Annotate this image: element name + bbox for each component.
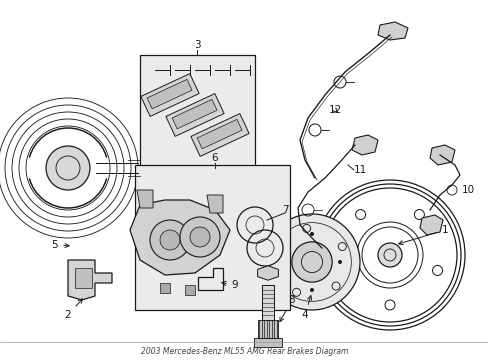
Text: 8: 8 <box>279 295 295 321</box>
Text: 6: 6 <box>211 153 218 163</box>
Text: 5: 5 <box>52 240 69 250</box>
Circle shape <box>150 220 190 260</box>
Text: 10: 10 <box>461 185 473 195</box>
FancyBboxPatch shape <box>140 55 254 175</box>
FancyBboxPatch shape <box>190 114 248 156</box>
Text: 9: 9 <box>222 280 238 290</box>
Polygon shape <box>160 283 170 293</box>
FancyBboxPatch shape <box>165 94 224 136</box>
Circle shape <box>264 214 359 310</box>
Text: 7: 7 <box>281 205 288 215</box>
FancyBboxPatch shape <box>141 73 199 116</box>
Circle shape <box>291 242 331 282</box>
Polygon shape <box>206 195 223 213</box>
Text: 3: 3 <box>193 40 200 50</box>
Polygon shape <box>419 215 442 235</box>
Text: 2003 Mercedes-Benz ML55 AMG Rear Brakes Diagram: 2003 Mercedes-Benz ML55 AMG Rear Brakes … <box>141 346 347 356</box>
Polygon shape <box>377 22 407 40</box>
FancyBboxPatch shape <box>172 99 217 129</box>
Circle shape <box>190 227 209 247</box>
Polygon shape <box>253 338 282 347</box>
Polygon shape <box>184 285 195 295</box>
FancyBboxPatch shape <box>147 79 192 109</box>
Polygon shape <box>137 190 153 208</box>
FancyBboxPatch shape <box>197 120 242 149</box>
Text: 1: 1 <box>398 225 447 245</box>
Circle shape <box>180 217 220 257</box>
Polygon shape <box>75 268 92 288</box>
FancyBboxPatch shape <box>262 285 273 320</box>
Text: 4: 4 <box>301 296 311 320</box>
Polygon shape <box>68 260 112 300</box>
Circle shape <box>46 146 90 190</box>
Circle shape <box>309 232 313 236</box>
Polygon shape <box>429 145 454 165</box>
Text: 2: 2 <box>64 299 82 320</box>
Polygon shape <box>257 266 278 280</box>
Circle shape <box>337 260 341 264</box>
Circle shape <box>160 230 180 250</box>
Polygon shape <box>351 135 377 155</box>
FancyBboxPatch shape <box>258 320 278 338</box>
FancyBboxPatch shape <box>135 165 289 310</box>
Text: 11: 11 <box>353 165 366 175</box>
Circle shape <box>309 288 313 292</box>
Circle shape <box>377 243 401 267</box>
Circle shape <box>282 260 285 264</box>
Polygon shape <box>130 200 229 275</box>
Text: 12: 12 <box>328 105 341 115</box>
